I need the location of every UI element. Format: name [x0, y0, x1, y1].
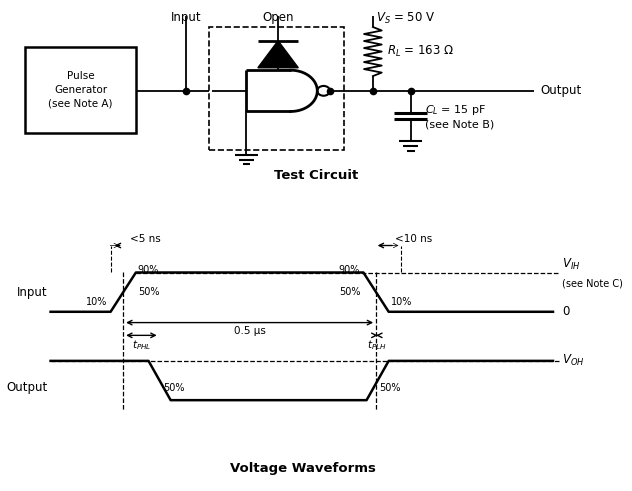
Text: 0: 0	[562, 305, 570, 318]
Text: 50%: 50%	[163, 383, 185, 393]
Text: <5 ns: <5 ns	[130, 234, 161, 244]
Text: <10 ns: <10 ns	[395, 234, 432, 244]
Text: Voltage Waveforms: Voltage Waveforms	[231, 462, 376, 474]
Text: Input: Input	[171, 11, 202, 24]
Bar	[25, 47, 136, 133]
Text: Output: Output	[6, 382, 47, 394]
Text: 50%: 50%	[138, 287, 159, 297]
Text: 90%: 90%	[138, 266, 159, 275]
Text: 50%: 50%	[339, 287, 360, 297]
Text: Input: Input	[17, 286, 47, 299]
Text: 90%: 90%	[339, 266, 360, 275]
Text: Test Circuit: Test Circuit	[274, 169, 358, 182]
Polygon shape	[258, 41, 298, 68]
Bar	[209, 27, 344, 150]
Text: $t_{PHL}$: $t_{PHL}$	[131, 338, 151, 352]
Text: $C_L$ = 15 pF
(see Note B): $C_L$ = 15 pF (see Note B)	[425, 103, 494, 130]
Text: $V_{OH}$: $V_{OH}$	[562, 354, 585, 368]
Text: 0.5 μs: 0.5 μs	[234, 326, 265, 335]
Text: 50%: 50%	[379, 383, 401, 393]
Text: (see Note C): (see Note C)	[562, 278, 623, 288]
Text: 10%: 10%	[391, 297, 412, 307]
Text: $V_S$ = 50 V: $V_S$ = 50 V	[376, 11, 435, 26]
Text: Output: Output	[540, 84, 581, 97]
Text: $R_L$ = 163 Ω: $R_L$ = 163 Ω	[387, 44, 454, 59]
Text: Open: Open	[262, 11, 294, 24]
Text: $t_{PLH}$: $t_{PLH}$	[367, 338, 387, 352]
Text: Pulse
Generator
(see Note A): Pulse Generator (see Note A)	[48, 71, 113, 109]
Text: 10%: 10%	[86, 297, 107, 307]
Text: $V_{IH}$: $V_{IH}$	[562, 256, 581, 272]
